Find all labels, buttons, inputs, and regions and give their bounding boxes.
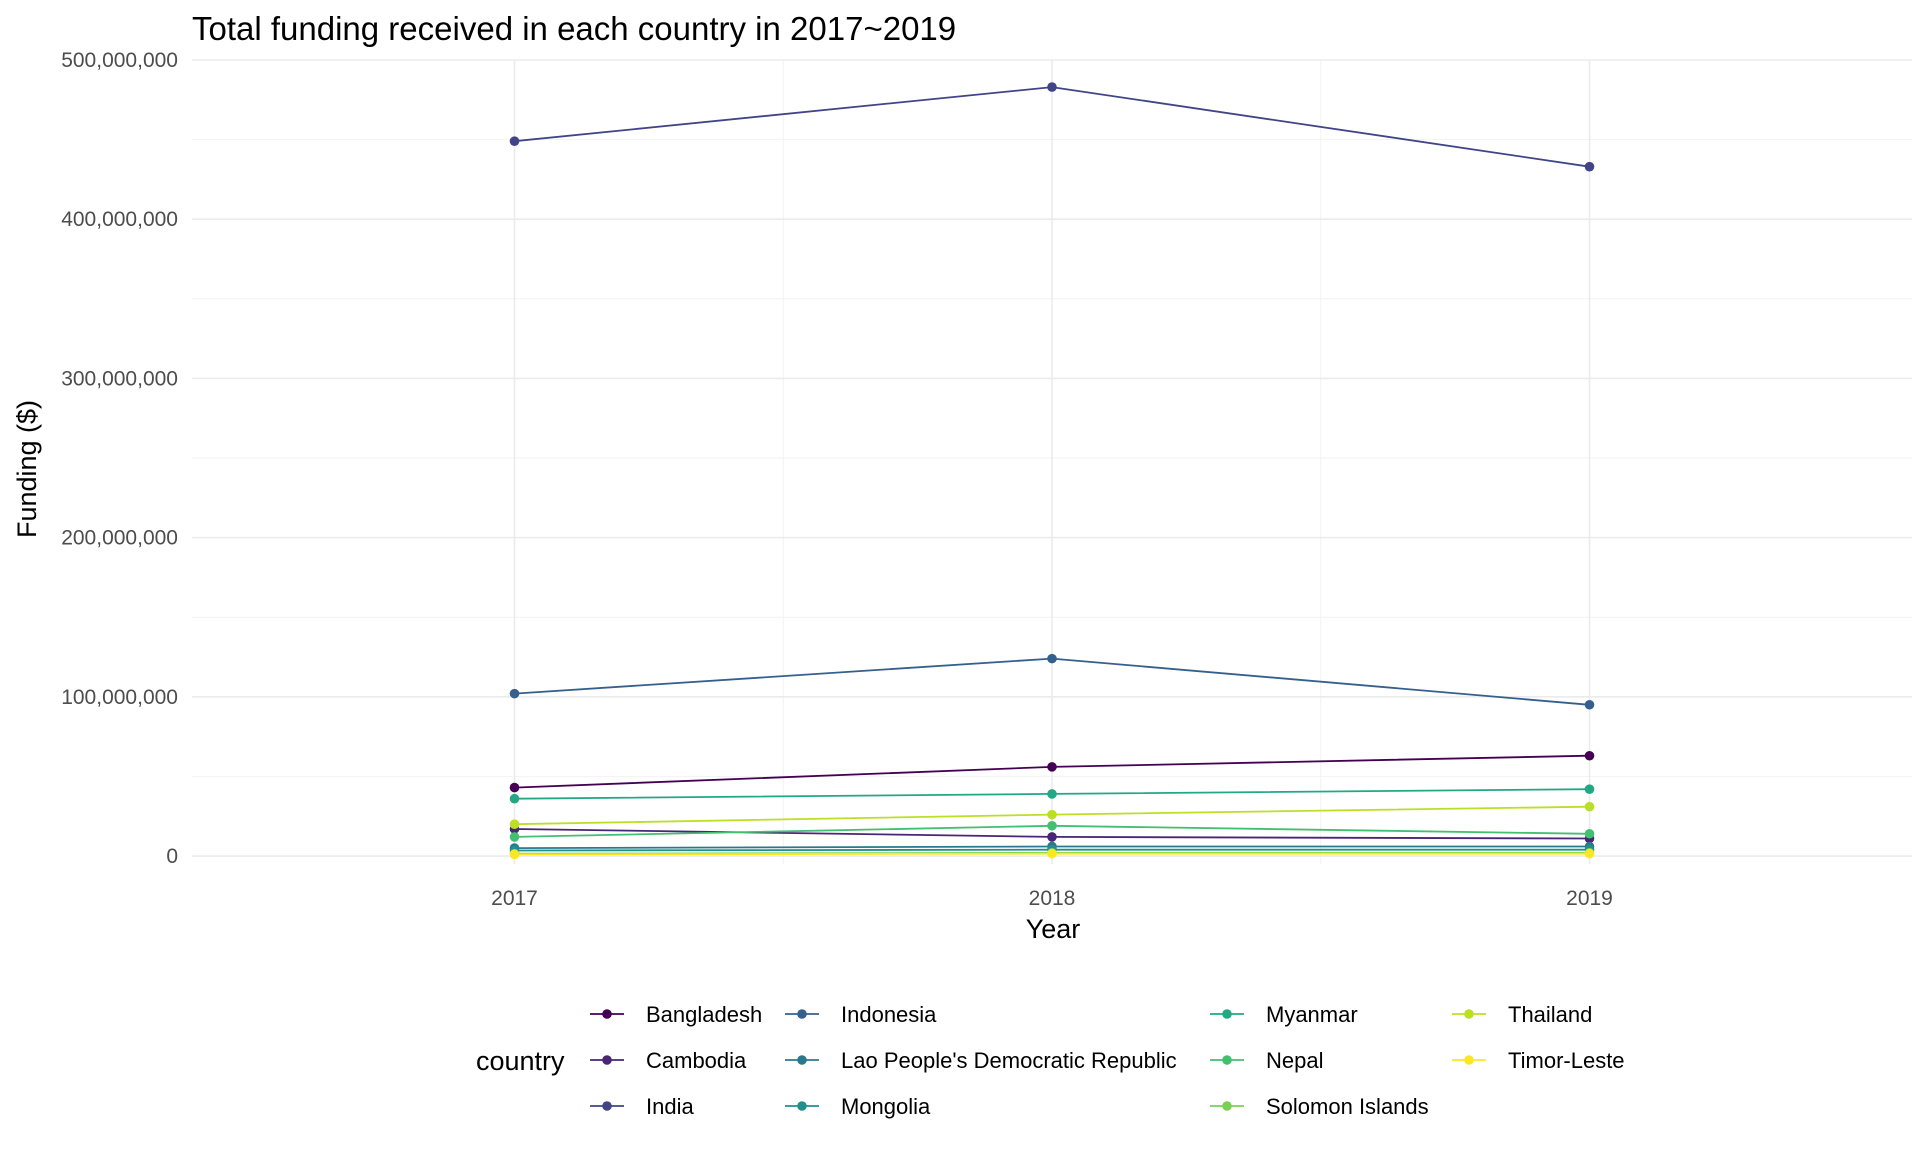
legend-item: Mongolia (785, 1094, 931, 1119)
series-2 (509, 82, 1595, 172)
chart-title: Total funding received in each country i… (192, 10, 956, 47)
legend-label: Timor-Leste (1508, 1048, 1625, 1073)
legend-key-point (797, 1009, 807, 1019)
legend-key-point (1464, 1009, 1474, 1019)
legend-key-point (1222, 1055, 1232, 1065)
data-point (509, 136, 520, 146)
y-tick-label: 500,000,000 (61, 49, 178, 72)
legend-label: Bangladesh (646, 1002, 762, 1027)
data-point (1584, 828, 1595, 839)
data-point (509, 793, 520, 804)
legend-item: Indonesia (785, 1002, 937, 1027)
data-point (509, 819, 520, 829)
legend-item: Thailand (1452, 1002, 1592, 1027)
legend-label: Indonesia (841, 1002, 937, 1027)
y-tick-label: 0 (166, 845, 178, 868)
legend-label: Cambodia (646, 1048, 747, 1073)
y-tick-label: 100,000,000 (61, 686, 178, 709)
legend-item: India (590, 1094, 694, 1119)
legend-key-point (797, 1101, 807, 1111)
legend-key-point (1222, 1101, 1232, 1111)
series-0 (509, 750, 1595, 793)
legend-key-point (602, 1055, 612, 1065)
legend-label: Thailand (1508, 1002, 1592, 1027)
legend-key-point (1464, 1055, 1474, 1065)
y-tick-label: 200,000,000 (61, 527, 178, 550)
series-3 (509, 653, 1595, 710)
data-point (1047, 832, 1057, 842)
legend-item: Solomon Islands (1210, 1094, 1429, 1119)
series-layer (509, 82, 1595, 860)
legend-key-point (797, 1055, 807, 1065)
legend-key-point (602, 1009, 612, 1019)
legend-label: Lao People's Democratic Republic (841, 1048, 1177, 1073)
data-point (509, 849, 520, 860)
data-point (1584, 699, 1595, 710)
y-tick-label: 300,000,000 (61, 367, 178, 390)
data-point (1047, 82, 1057, 92)
legend-item: Myanmar (1210, 1002, 1358, 1027)
legend-item: Timor-Leste (1452, 1048, 1625, 1073)
y-axis-ticks: 0 100,000,000 200,000,000 300,000,000 400,00… (61, 49, 178, 868)
data-point (1584, 801, 1595, 812)
legend-label: Mongolia (841, 1094, 931, 1119)
data-point (1047, 848, 1057, 859)
y-tick-label: 400,000,000 (61, 208, 178, 231)
data-point (1047, 820, 1057, 831)
x-tick-label: 2017 (491, 887, 538, 910)
series-6 (509, 784, 1595, 804)
legend-item: Cambodia (590, 1048, 747, 1073)
x-axis-title: Year (1026, 914, 1081, 944)
series-7 (509, 820, 1595, 842)
legend-label: Solomon Islands (1266, 1094, 1429, 1119)
series-9 (509, 801, 1595, 829)
legend: country Bangladesh Cambodia India Indonesia… (476, 1002, 1625, 1119)
data-point (509, 688, 520, 699)
data-point (1047, 762, 1057, 772)
data-point (1047, 809, 1057, 820)
data-point (509, 782, 520, 793)
data-point (1584, 750, 1595, 761)
series-10 (509, 848, 1595, 860)
data-point (1047, 789, 1057, 799)
legend-item: Lao People's Democratic Republic (785, 1048, 1177, 1073)
x-axis-ticks: 2017 2018 2019 (491, 887, 1613, 910)
y-axis-title: Funding ($) (12, 400, 42, 538)
legend-item: Bangladesh (590, 1002, 762, 1027)
data-point (1047, 653, 1057, 664)
legend-label: Myanmar (1266, 1002, 1358, 1027)
x-tick-label: 2019 (1566, 887, 1613, 910)
x-tick-label: 2018 (1029, 887, 1076, 910)
legend-title: country (476, 1046, 565, 1076)
legend-key-point (1222, 1009, 1232, 1019)
data-point (1584, 161, 1595, 172)
legend-label: Nepal (1266, 1048, 1323, 1073)
legend-key-point (602, 1101, 612, 1111)
legend-item: Nepal (1210, 1048, 1323, 1073)
legend-label: India (646, 1094, 694, 1119)
grid (192, 59, 1912, 864)
data-point (1584, 848, 1595, 859)
data-point (1584, 784, 1595, 794)
data-point (509, 832, 520, 842)
